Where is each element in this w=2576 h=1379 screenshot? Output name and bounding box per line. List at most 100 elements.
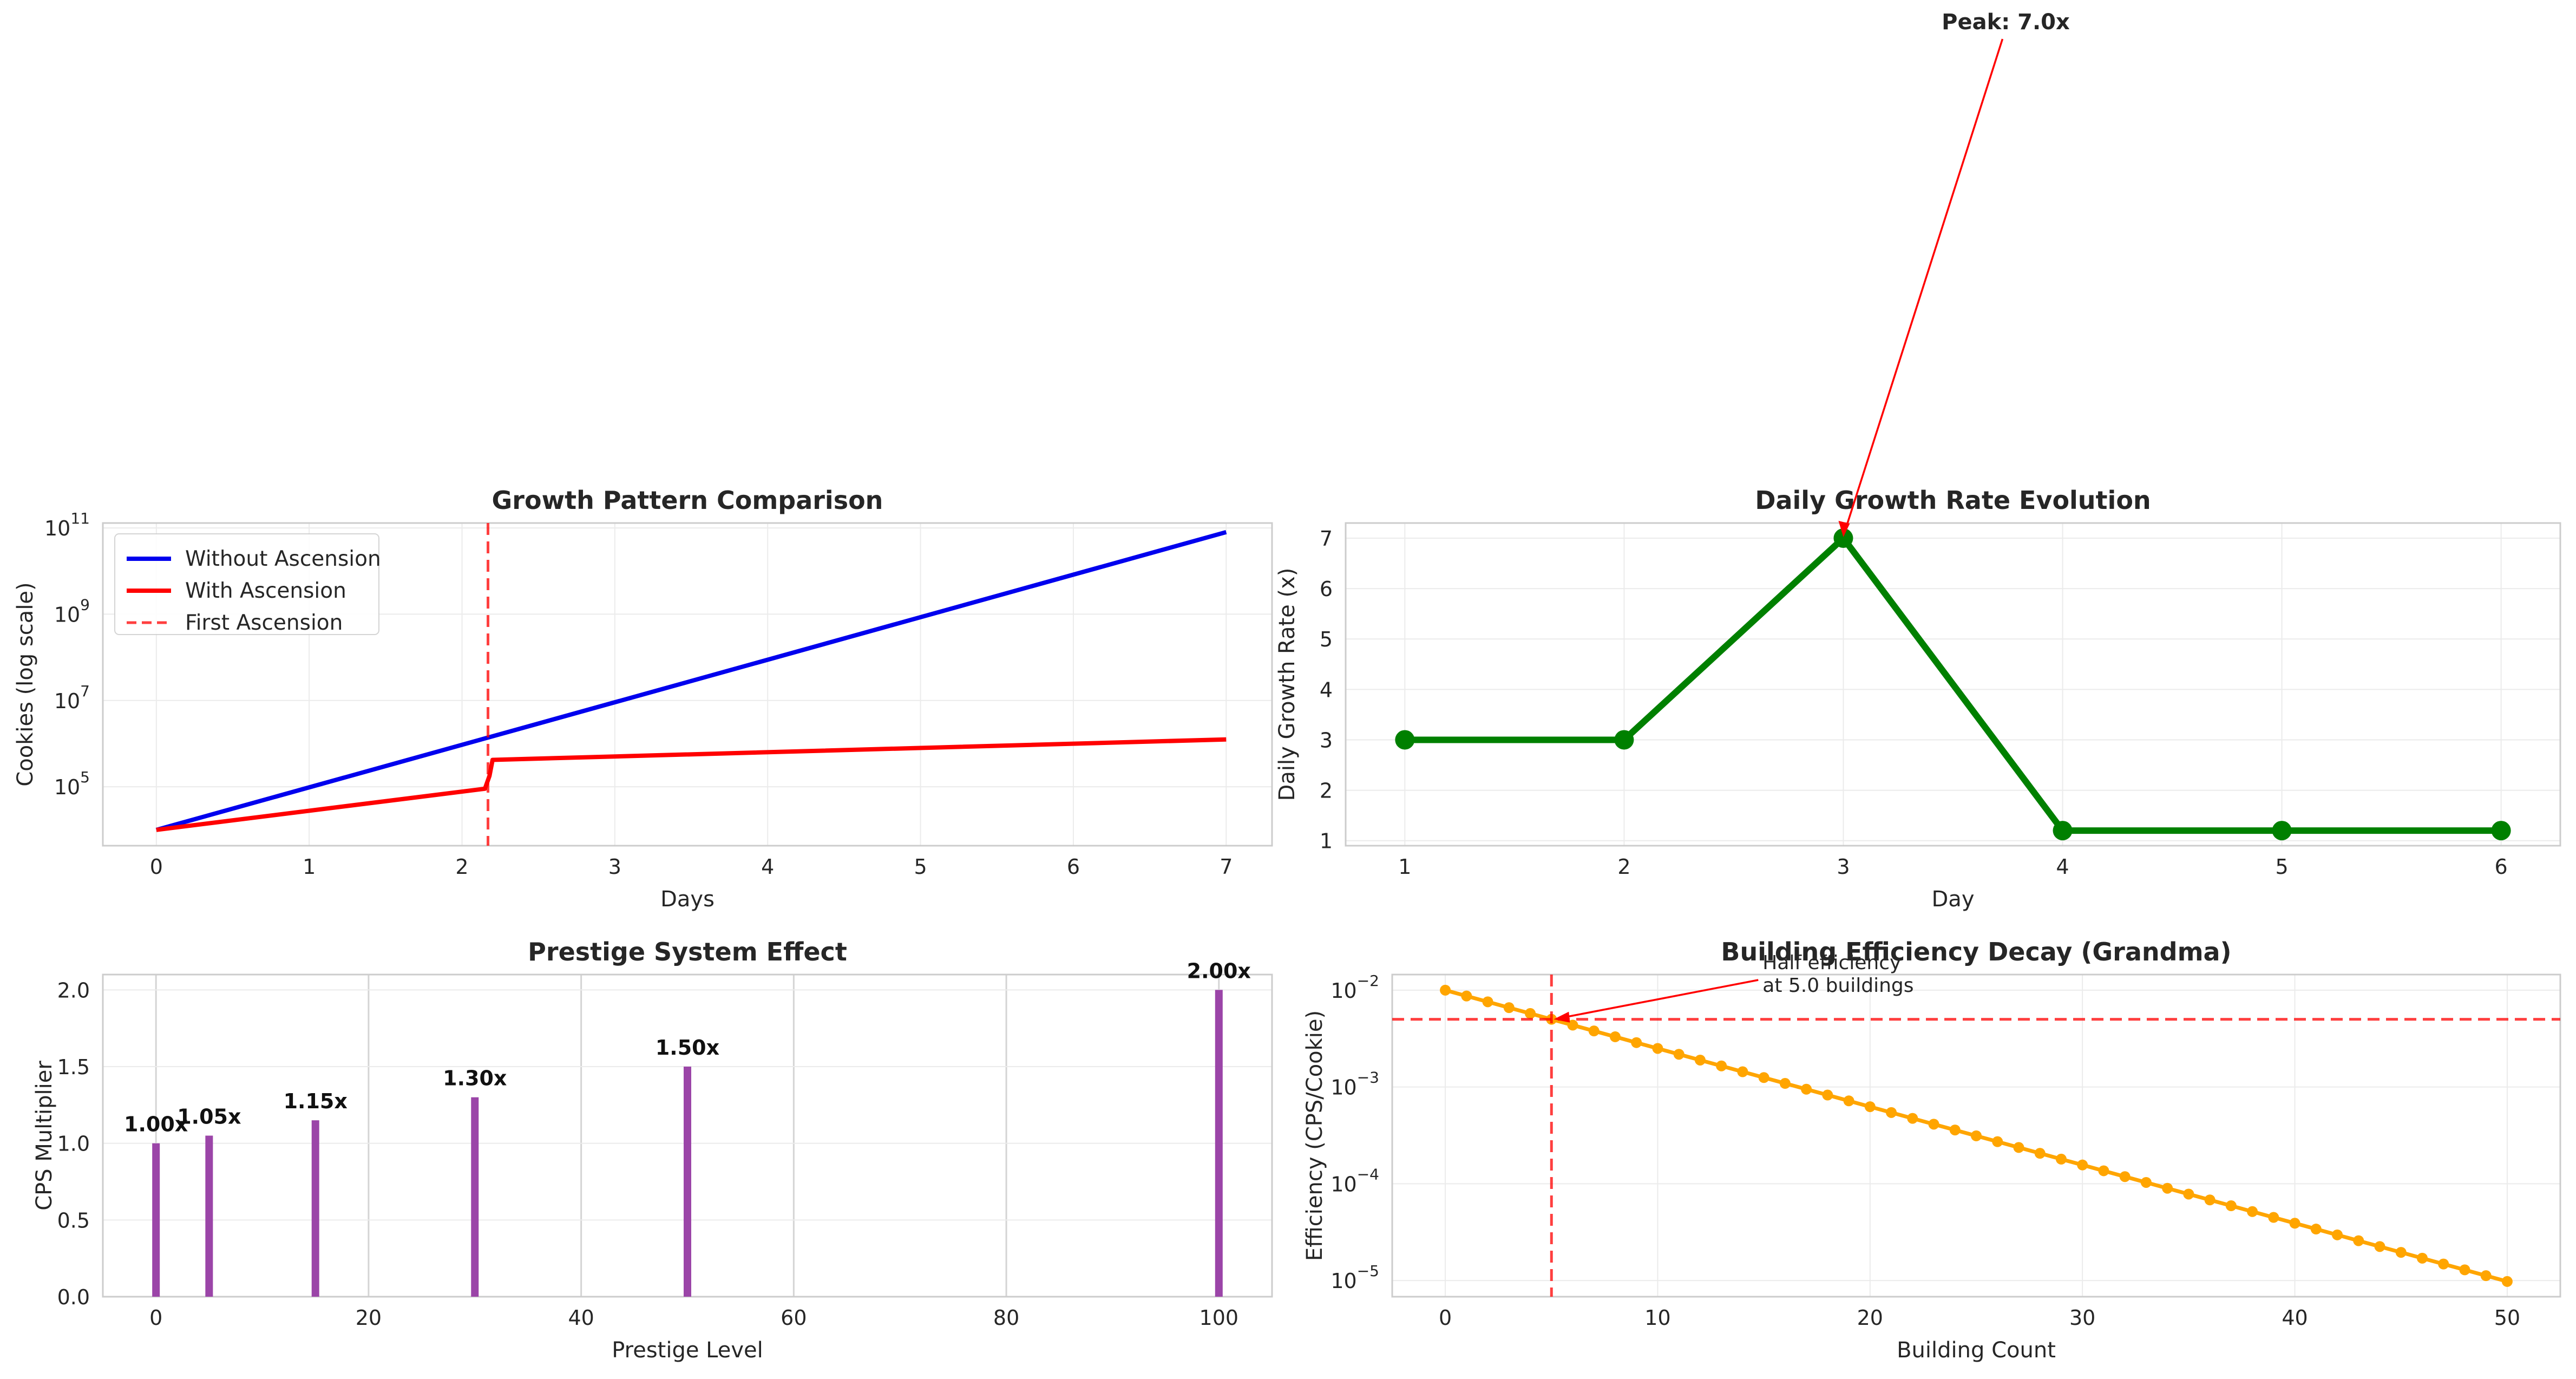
growth-rate-point (1614, 730, 1634, 750)
peak-annotation-arrow (1843, 38, 2004, 533)
efficiency-point (1503, 1002, 1515, 1014)
half-efficiency-arrowhead (1554, 1011, 1570, 1023)
efficiency-point (2183, 1188, 2194, 1200)
y-tick-label: 10−4 (1330, 1165, 1379, 1196)
y-axis-label: Efficiency (CPS/Cookie) (1302, 1010, 1327, 1261)
y-tick-label: 2 (1320, 779, 1333, 803)
efficiency-point (2225, 1200, 2237, 1212)
efficiency-point (2374, 1241, 2385, 1252)
efficiency-point (1949, 1125, 1961, 1136)
x-tick-label: 2 (1617, 855, 1630, 879)
peak-annotation-arrowhead (1838, 520, 1850, 537)
efficiency-point (2310, 1224, 2322, 1235)
efficiency-point (1567, 1019, 1578, 1031)
y-tick-base: 10 (1330, 1269, 1356, 1293)
bar-value-label: 1.30x (443, 1067, 507, 1090)
x-tick-label: 30 (2069, 1306, 2095, 1330)
x-tick-label: 4 (2056, 855, 2069, 879)
y-tick-label: 107 (54, 682, 90, 713)
y-tick-label: 10−3 (1330, 1069, 1379, 1100)
y-axis-label: Cookies (log scale) (13, 582, 38, 786)
prestige-effect-panel: 0 20 40 60 80 100 0.0 0.5 1.0 1.5 2.0 Prestige Syst… (32, 937, 1273, 1363)
efficiency-point (2013, 1142, 2024, 1153)
legend-label: With Ascension (185, 579, 346, 603)
series-line-without-ascension (155, 530, 1227, 832)
efficiency-point (2501, 1276, 2513, 1287)
y-tick-label: 10−2 (1330, 972, 1379, 1003)
x-axis-label: Day (1932, 887, 1975, 912)
x-axis-label: Building Count (1897, 1338, 2056, 1363)
legend-label: Without Ascension (185, 547, 381, 571)
efficiency-point (1652, 1043, 1663, 1054)
y-tick-exponent: 9 (80, 596, 90, 613)
x-tick-label: 6 (2495, 855, 2508, 879)
efficiency-point (1907, 1113, 1918, 1124)
bar-value-label: 1.05x (177, 1105, 241, 1129)
efficiency-point (2416, 1252, 2428, 1264)
x-tick-label: 40 (2282, 1306, 2308, 1330)
efficiency-point (2119, 1171, 2131, 1182)
prestige-bar (1215, 990, 1223, 1297)
y-tick-base: 10 (44, 517, 70, 540)
y-tick-exponent: −5 (1357, 1262, 1379, 1280)
efficiency-point (2098, 1165, 2109, 1177)
x-tick-label: 3 (608, 855, 621, 879)
efficiency-point (2077, 1159, 2088, 1171)
peak-annotation-label: Peak: 7.0x (1942, 10, 2070, 35)
y-tick-label: 0.5 (57, 1208, 90, 1232)
x-tick-label: 100 (1199, 1306, 1239, 1330)
growth-rate-point (1395, 730, 1415, 750)
y-tick-label: 7 (1320, 527, 1333, 551)
half-efficiency-arrow (1562, 979, 1759, 1019)
x-axis-label: Days (660, 887, 715, 912)
x-tick-label: 4 (761, 855, 774, 879)
y-tick-exponent: 5 (80, 768, 90, 786)
x-tick-label: 80 (993, 1306, 1019, 1330)
growth-rate-point (2272, 821, 2292, 841)
x-axis-label: Prestige Level (612, 1338, 763, 1363)
y-tick-label: 105 (54, 768, 90, 799)
efficiency-point (2459, 1264, 2470, 1276)
bar-value-label: 1.15x (284, 1089, 348, 1113)
efficiency-point (2034, 1148, 2046, 1159)
y-tick-base: 10 (1330, 979, 1356, 1003)
prestige-bar (152, 1143, 160, 1297)
y-tick-exponent: −3 (1357, 1069, 1379, 1087)
plot-frame (1345, 522, 2561, 847)
x-tick-label: 20 (1857, 1306, 1883, 1330)
y-tick-exponent: 11 (70, 509, 90, 527)
x-tick-label: 0 (149, 1306, 162, 1330)
y-tick-exponent: 7 (80, 682, 90, 700)
bar-value-label: 1.50x (656, 1036, 719, 1060)
x-tick-label: 50 (2494, 1306, 2520, 1330)
y-tick-label: 3 (1320, 728, 1333, 752)
growth-rate-point (1833, 528, 1853, 548)
efficiency-point (2247, 1206, 2258, 1217)
efficiency-point (1971, 1130, 1982, 1141)
chart-title: Prestige System Effect (528, 937, 847, 966)
legend-label: First Ascension (185, 611, 343, 635)
y-tick-label: 0.0 (57, 1285, 90, 1309)
y-tick-label: 109 (54, 596, 90, 626)
x-tick-label: 60 (781, 1306, 807, 1330)
efficiency-point (1440, 984, 1451, 996)
efficiency-point (1673, 1049, 1684, 1060)
prestige-bar (311, 1120, 319, 1297)
y-tick-base: 10 (54, 689, 80, 713)
y-tick-label: 4 (1320, 678, 1333, 702)
prestige-bar (471, 1097, 479, 1297)
efficiency-point (1609, 1031, 1621, 1042)
efficiency-point (1737, 1066, 1748, 1077)
efficiency-point (1779, 1078, 1791, 1089)
efficiency-point (2395, 1247, 2407, 1258)
x-tick-label: 2 (455, 855, 468, 879)
growth-rate-line (1405, 534, 2501, 834)
plot-frame (102, 522, 1273, 847)
x-tick-label: 1 (1398, 855, 1411, 879)
efficiency-point (1801, 1083, 1812, 1095)
x-tick-label: 3 (1837, 855, 1850, 879)
x-tick-label: 0 (150, 855, 163, 879)
legend-box (114, 533, 379, 635)
half-efficiency-label-line1: Half efficiency (1762, 952, 1901, 974)
efficiency-point (1843, 1095, 1854, 1107)
